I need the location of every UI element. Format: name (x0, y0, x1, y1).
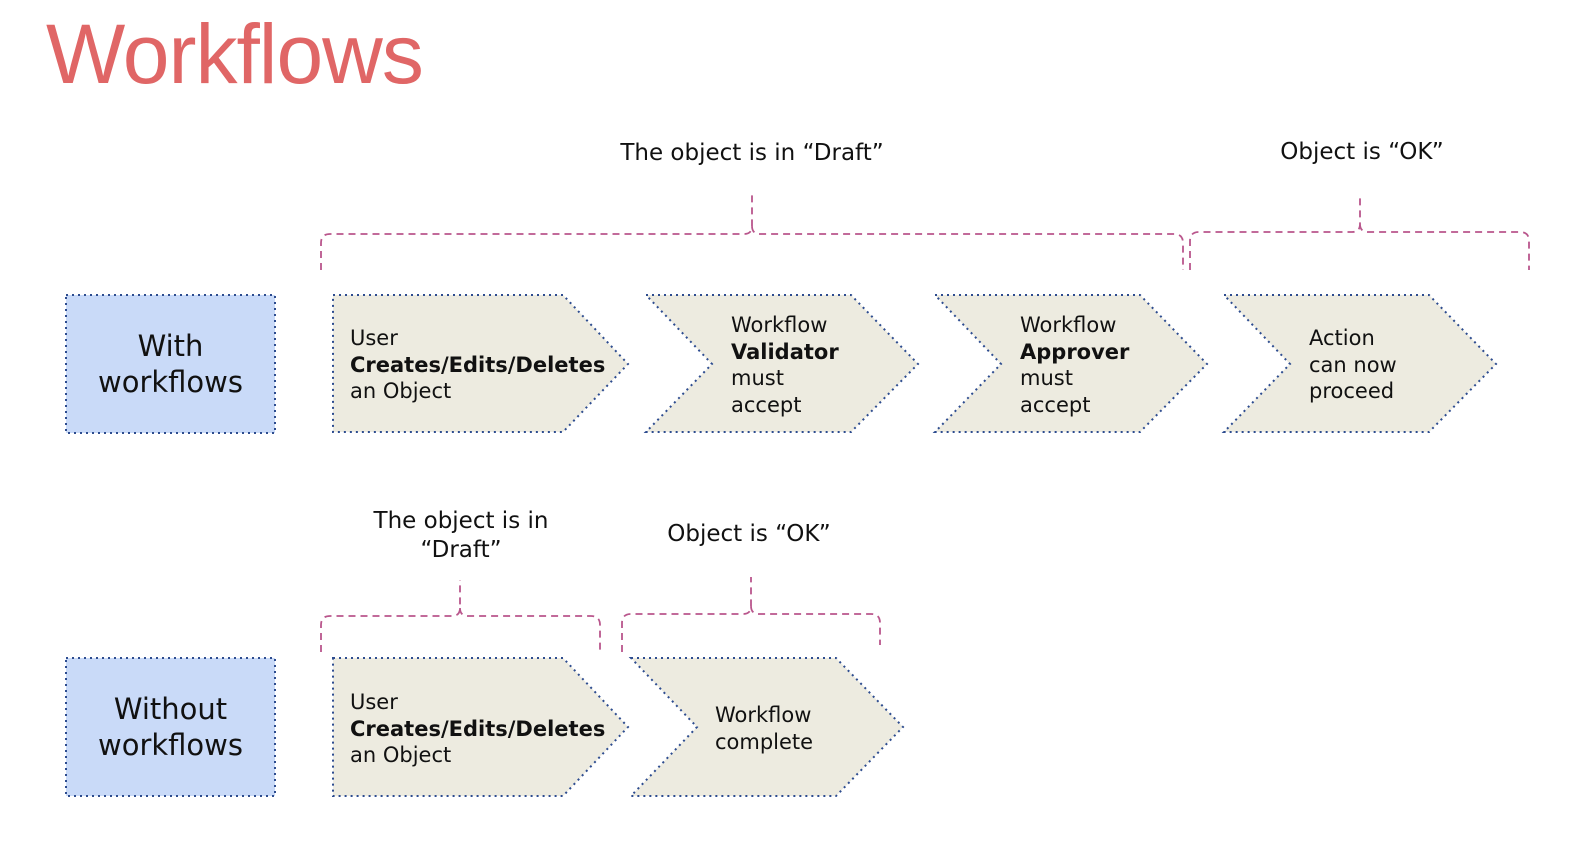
page-title: Workflows (46, 7, 424, 101)
step-line: User (350, 690, 398, 714)
row-label-line: workflows (97, 728, 243, 762)
row-label-line: Without (113, 692, 228, 726)
step-chevron-create-2 (332, 657, 630, 797)
step-text-create: User Creates/Edits/Deletes an Object (350, 325, 605, 405)
row-label-box-with-workflows (65, 294, 276, 434)
step-line: Workflow (731, 313, 828, 337)
step-text-complete: Workflow complete (715, 702, 813, 755)
row-label-with-workflows: With workflows (66, 295, 275, 433)
step-text-approver: Workflow Approver must accept (1020, 312, 1129, 418)
brace-label-draft: The object is in “Draft” (620, 140, 884, 166)
brace-ok-with-workflows (1189, 195, 1530, 270)
row-label-line: workflows (97, 365, 243, 399)
brace-draft-without-workflows (320, 580, 601, 652)
brace-label-draft-2: The object is in “Draft” (331, 507, 591, 565)
row-label-without-workflows: Without workflows (66, 658, 275, 796)
step-line-bold: Approver (1020, 339, 1130, 364)
brace-label-line: “Draft” (420, 537, 502, 563)
step-line: accept (731, 392, 802, 417)
step-line: an Object (350, 379, 452, 403)
step-line-bold: Creates/Edits/Deletes (350, 352, 606, 377)
step-line: can now (1309, 352, 1397, 377)
step-line: proceed (1309, 379, 1395, 403)
brace-draft-with-workflows (320, 195, 1184, 270)
step-text-proceed: Action can now proceed (1309, 325, 1397, 405)
step-text-validator: Workflow Validator must accept (731, 312, 839, 418)
row-label-box-without-workflows (65, 657, 276, 797)
row-label-line: With (137, 329, 204, 363)
step-line: User (350, 326, 398, 350)
step-line: Action (1309, 326, 1375, 350)
step-chevron-create (332, 294, 630, 433)
step-chevron-validator (643, 294, 920, 433)
step-chevron-proceed (1221, 294, 1498, 433)
step-line: Workflow (1020, 313, 1117, 337)
step-text-create-2: User Creates/Edits/Deletes an Object (350, 689, 605, 769)
step-line-bold: Creates/Edits/Deletes (350, 716, 606, 741)
step-chevron-complete (628, 657, 905, 797)
step-chevron-approver (932, 294, 1209, 433)
brace-label-ok: Object is “OK” (1280, 139, 1444, 165)
brace-label-ok-2: Object is “OK” (667, 521, 831, 547)
step-line: must (1020, 366, 1073, 390)
step-line-bold: Validator (731, 339, 839, 364)
step-line: complete (715, 729, 814, 754)
brace-label-line: The object is in (373, 508, 549, 534)
step-line: accept (1020, 392, 1091, 417)
brace-ok-without-workflows (621, 577, 881, 652)
step-line: an Object (350, 743, 452, 767)
step-line: must (731, 366, 784, 390)
step-line: Workflow (715, 703, 812, 727)
